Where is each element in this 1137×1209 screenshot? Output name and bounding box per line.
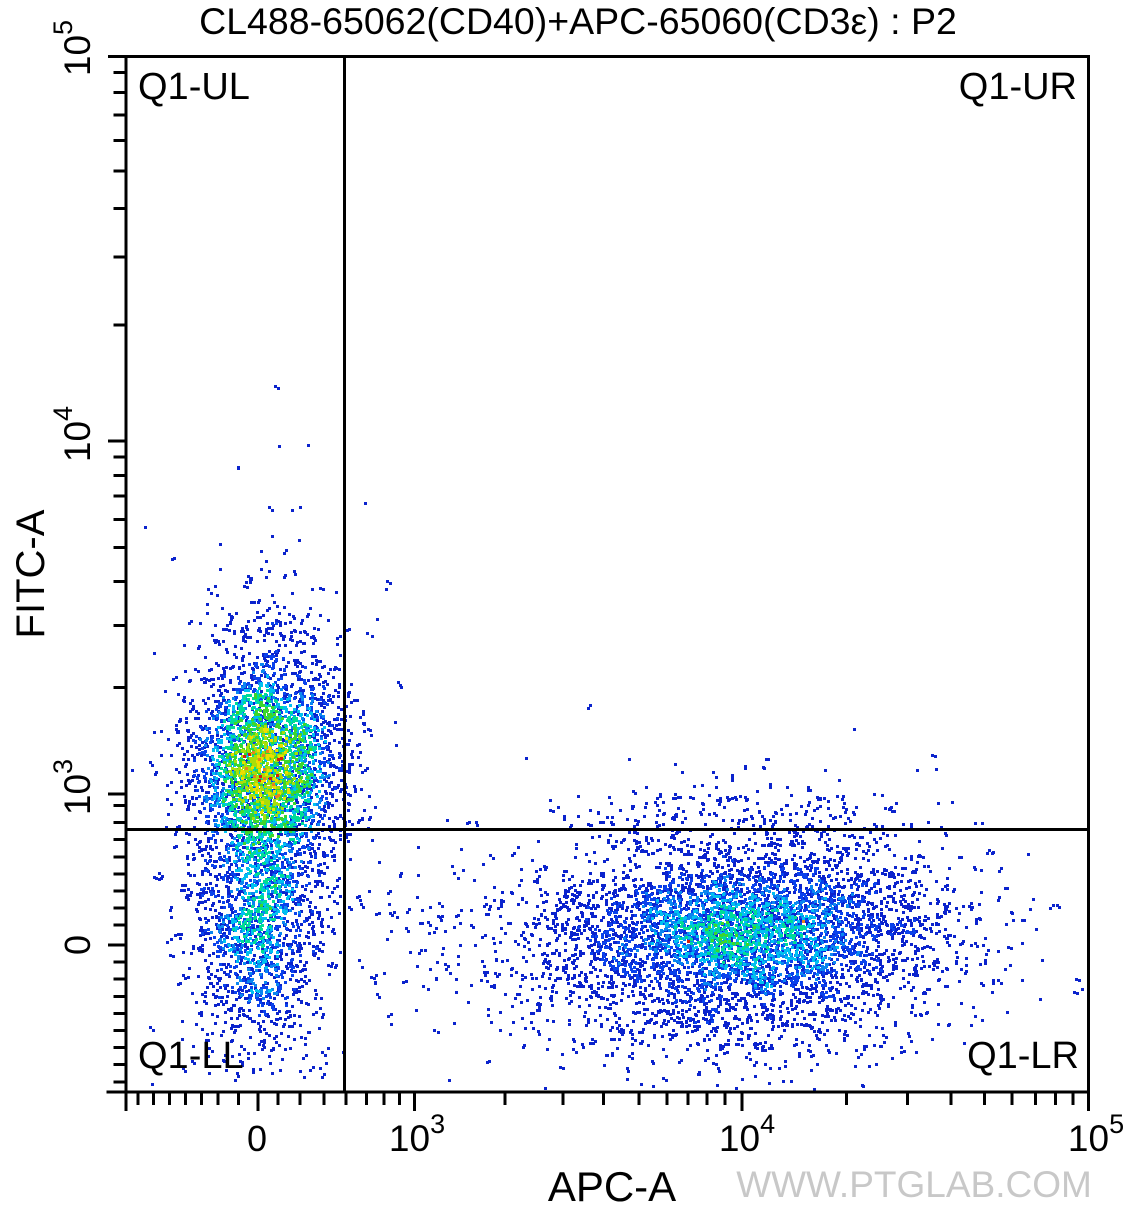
- svg-text:Q1-LL: Q1-LL: [138, 1035, 244, 1077]
- svg-text:Q1-UL: Q1-UL: [138, 66, 250, 108]
- svg-text:105: 105: [48, 20, 98, 76]
- svg-text:Q1-LR: Q1-LR: [967, 1035, 1079, 1077]
- svg-text:0: 0: [57, 935, 98, 955]
- svg-text:WWW.PTGLAB.COM: WWW.PTGLAB.COM: [736, 1164, 1092, 1205]
- svg-text:0: 0: [247, 1118, 267, 1159]
- svg-text:Q1-UR: Q1-UR: [959, 66, 1077, 108]
- svg-text:CL488-65062(CD40)+APC-65060(CD: CL488-65062(CD40)+APC-65060(CD3ε) : P2: [199, 0, 957, 42]
- svg-text:APC-A: APC-A: [548, 1163, 676, 1209]
- svg-text:FITC-A: FITC-A: [9, 509, 53, 638]
